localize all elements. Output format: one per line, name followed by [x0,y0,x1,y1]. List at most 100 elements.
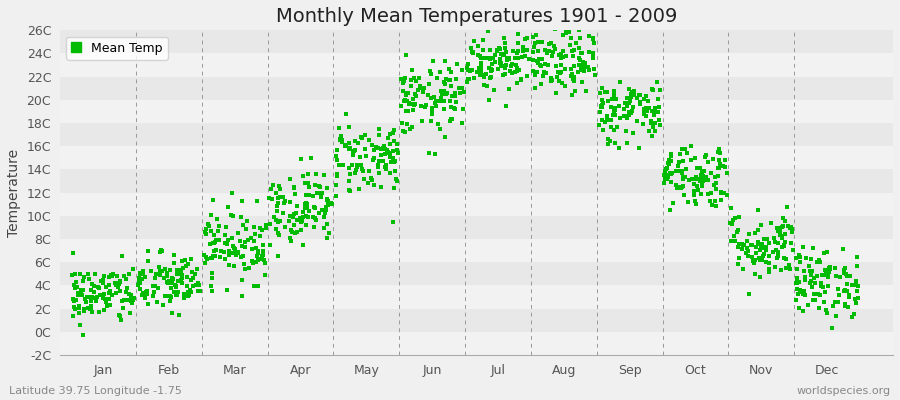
Point [329,171,344,177]
Point [652,117,666,124]
Point [253,224,267,231]
Point [789,280,804,286]
Point [176,265,190,272]
Point [319,206,333,212]
Point [563,42,578,48]
Point [652,87,667,94]
Point [838,287,852,294]
Point [374,152,388,158]
Point [676,176,690,182]
Point [650,79,664,85]
Point [553,70,567,76]
Point [607,88,621,94]
Point [229,252,243,258]
Point [646,109,661,116]
Point [345,162,359,168]
Point [435,91,449,98]
Point [620,102,634,109]
Point [84,298,98,304]
Point [810,259,824,266]
Point [434,95,448,102]
Point [437,105,452,112]
Point [510,68,525,74]
Point [770,246,784,253]
Point [361,180,375,186]
Point [526,44,541,50]
Point [444,104,458,110]
Point [320,196,335,202]
Point [367,182,382,188]
Point [141,258,156,264]
Point [490,24,504,31]
Point [813,292,827,298]
Point [431,121,446,127]
Point [277,224,292,230]
Point [175,280,189,286]
Point [169,270,184,277]
Point [347,170,362,176]
Point [637,96,652,102]
Point [269,226,284,232]
Point [70,292,85,298]
Point [88,295,103,301]
Point [121,297,135,304]
Point [494,63,508,69]
Point [198,254,212,260]
Point [758,244,772,251]
Point [320,197,334,203]
Point [151,263,166,270]
Point [789,286,804,292]
Point [186,283,201,290]
Point [350,140,365,146]
Point [271,230,285,236]
Point [179,262,194,269]
Point [94,277,108,284]
Point [762,253,777,259]
Point [744,254,759,260]
Point [206,253,220,260]
Point [119,289,133,295]
Point [829,273,843,279]
Point [398,129,412,135]
Point [821,283,835,290]
Point [559,30,573,36]
Point [751,241,765,248]
Point [170,290,184,296]
Point [694,174,708,181]
Point [663,151,678,157]
Point [498,44,512,51]
Point [354,134,368,140]
Point [713,160,727,167]
Point [489,22,503,28]
Point [833,274,848,280]
Point [328,153,343,159]
Point [644,118,659,124]
Point [444,118,458,124]
Point [518,36,532,42]
Point [102,296,116,302]
Point [220,287,234,294]
Point [172,267,186,273]
Point [398,74,412,81]
Point [81,305,95,311]
Point [482,65,496,71]
Point [204,255,219,262]
Point [554,62,569,68]
Point [83,306,97,312]
Point [547,26,562,32]
Point [372,170,386,177]
Point [379,166,393,173]
Point [501,85,516,92]
Point [581,32,596,39]
Point [350,162,365,168]
Point [595,104,609,110]
Point [618,100,633,106]
Point [127,295,141,301]
Point [728,215,742,221]
Point [191,288,205,294]
Point [480,82,494,89]
Point [518,52,533,59]
Title: Monthly Mean Temperatures 1901 - 2009: Monthly Mean Temperatures 1901 - 2009 [276,7,678,26]
Point [564,35,579,41]
Point [131,276,146,283]
